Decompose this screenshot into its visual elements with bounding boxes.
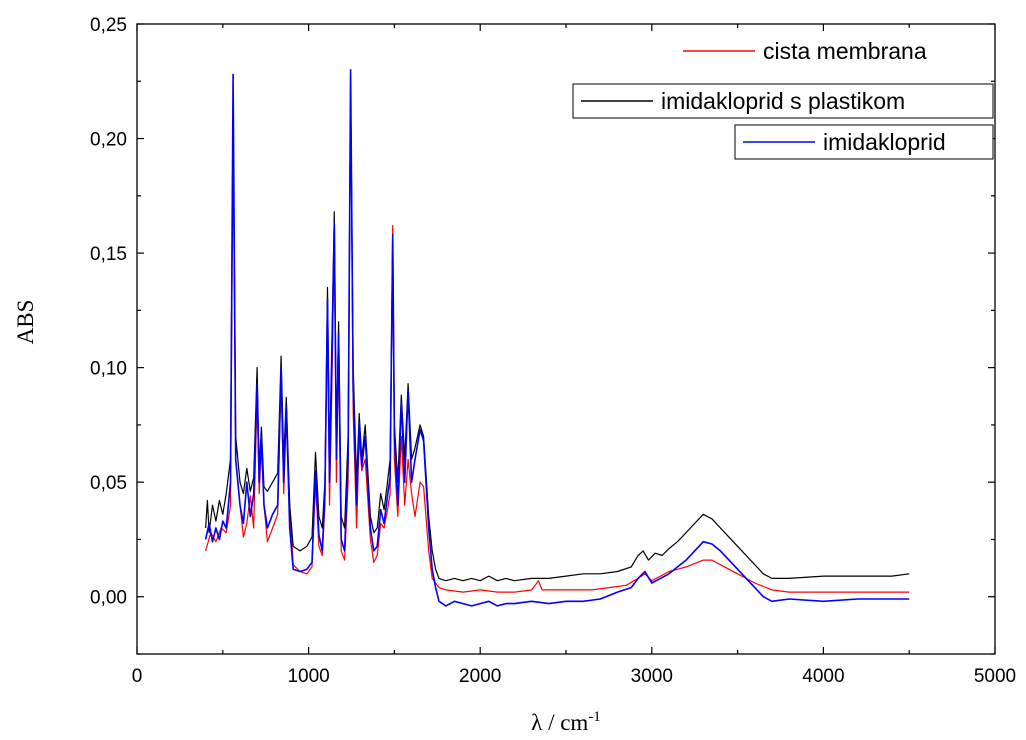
y-tick-label: 0,05 — [90, 473, 127, 494]
x-tick-label: 3000 — [631, 666, 673, 687]
y-axis: 0,00 0,05 0,10 0,15 0,20 0,25 — [90, 15, 995, 655]
series-line-1 — [205, 87, 910, 582]
legend: cista membrana imidakloprid s plastikom im… — [572, 38, 994, 160]
x-tick-label: 2000 — [459, 666, 501, 687]
y-axis-title: ABS — [13, 300, 38, 345]
x-axis-title-main: λ / cm — [531, 710, 588, 735]
x-tick-label: 5000 — [974, 666, 1016, 687]
y-tick-label: 0,15 — [90, 244, 127, 265]
legend-label-0: cista membrana — [763, 38, 927, 64]
legend-label-1: imidakloprid s plastikom — [661, 88, 905, 114]
y-tick-label: 0,10 — [90, 359, 127, 380]
y-tick-label: 0,00 — [90, 588, 127, 609]
y-tick-label: 0,20 — [90, 130, 127, 151]
series-layer — [204, 69, 910, 607]
y-tick-label: 0,25 — [90, 15, 127, 36]
x-tick-label: 4000 — [802, 666, 844, 687]
x-axis-title: λ / cm-1 — [531, 709, 601, 735]
series-line-2 — [204, 69, 910, 607]
x-tick-label: 0 — [132, 666, 143, 687]
x-axis-title-superscript: -1 — [588, 709, 601, 725]
x-tick-label: 1000 — [287, 666, 329, 687]
x-axis: 0 1000 2000 3000 4000 5000 — [132, 24, 1016, 687]
legend-label-2: imidakloprid — [823, 129, 946, 155]
